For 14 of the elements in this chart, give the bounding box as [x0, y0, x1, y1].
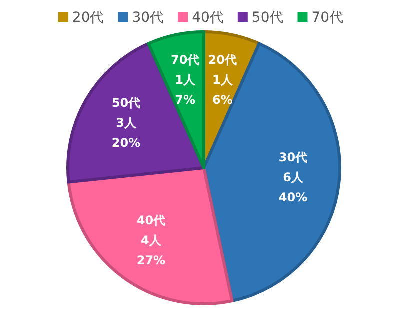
- pie-slice: [202, 42, 342, 303]
- data-label: 70代 1人 7%: [170, 53, 200, 108]
- pie-slice: [67, 166, 234, 306]
- data-label: 30代 6人 40%: [278, 150, 308, 204]
- data-label: 40代 4人 27%: [136, 214, 166, 268]
- data-label: 20代 1人 6%: [208, 53, 238, 108]
- pie-slice: [147, 30, 206, 170]
- data-label: 50代 3人 20%: [112, 96, 141, 150]
- legend-label: 20代: [72, 10, 104, 26]
- legend-label: 30代: [132, 10, 164, 26]
- pie-slice: [66, 42, 206, 184]
- legend-label: 40代: [192, 10, 224, 26]
- legend-label: 50代: [252, 10, 284, 26]
- legend-label: 70代: [312, 10, 344, 26]
